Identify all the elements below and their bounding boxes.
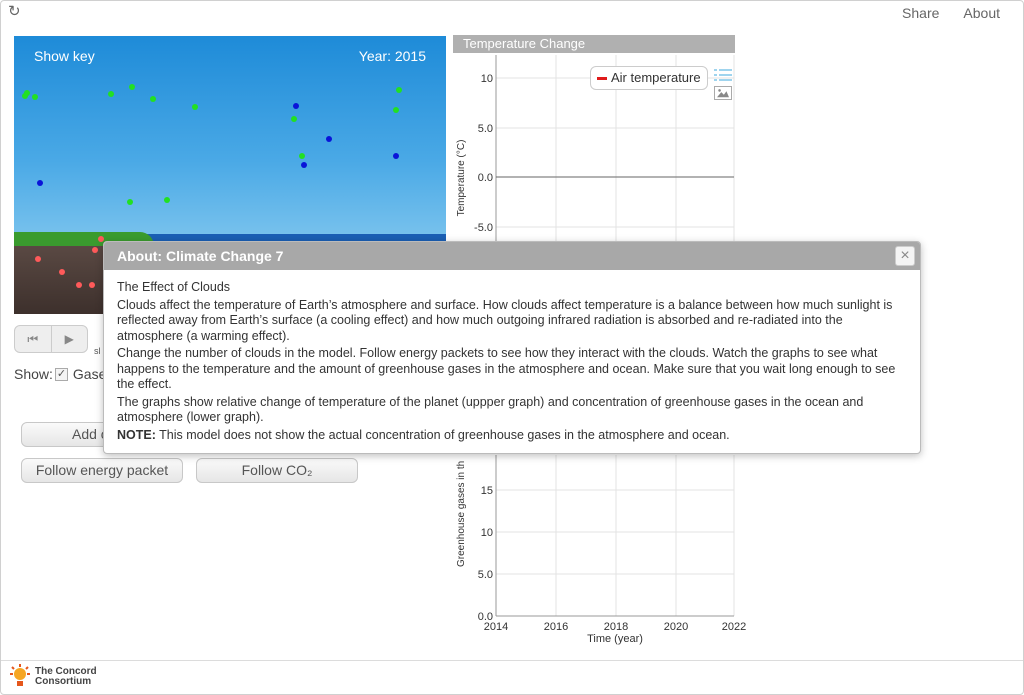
upper-tick-label: 0.0 — [478, 172, 493, 184]
logo-text: The Concord Consortium — [35, 667, 97, 687]
upper-tick-label: -5.0 — [474, 222, 493, 234]
infrared-dot — [98, 236, 104, 242]
gases-label: Gase — [72, 366, 107, 382]
dialog-paragraph: Clouds affect the temperature of Earth’s… — [117, 297, 893, 343]
energy-dot — [299, 153, 305, 159]
energy-dot — [32, 94, 38, 100]
lower-tick-label: 5.0 — [478, 569, 493, 581]
play-icon[interactable]: ▶ — [50, 326, 88, 352]
show-label: Show: — [14, 366, 53, 382]
energy-dot — [393, 107, 399, 113]
note-label: NOTE: — [117, 427, 156, 442]
speed-label: sl — [94, 346, 101, 356]
gases-checkbox[interactable]: ✓ — [54, 367, 68, 381]
upper-tick-label: 10 — [481, 73, 493, 85]
energy-dot — [150, 96, 156, 102]
year-readout: Year: 2015 — [358, 48, 426, 64]
x-tick-label: 2014 — [484, 621, 508, 633]
playback-controls: ⏮ ▶ — [14, 325, 88, 353]
lightbulb-icon — [10, 664, 30, 686]
dialog-paragraph: The graphs show relative change of tempe… — [117, 394, 864, 425]
infrared-dot — [92, 247, 98, 253]
dialog-body: The Effect of Clouds Clouds affect the t… — [104, 270, 920, 443]
x-tick-label: 2018 — [604, 621, 628, 633]
energy-dot — [192, 104, 198, 110]
energy-dot — [164, 197, 170, 203]
share-link[interactable]: Share — [902, 5, 940, 21]
temperature-graph[interactable]: 10 5.0 0.0 -5.0 15 10 5.0 0.0 2014 2016 … — [450, 55, 750, 655]
about-dialog: About: Climate Change 7 × The Effect of … — [103, 241, 921, 454]
lower-tick-label: 0.0 — [478, 611, 493, 623]
energy-dot — [291, 116, 297, 122]
gas-molecule-dot — [301, 162, 307, 168]
concord-logo[interactable]: The Concord Consortium — [8, 664, 97, 690]
follow-energy-packet-button[interactable]: Follow energy packet — [21, 458, 183, 483]
x-tick-label: 2020 — [664, 621, 688, 633]
gas-molecule-dot — [293, 103, 299, 109]
legend-swatch — [597, 76, 607, 80]
infrared-dot — [89, 282, 95, 288]
x-tick-label: 2016 — [544, 621, 568, 633]
energy-dot — [396, 87, 402, 93]
energy-dot — [129, 84, 135, 90]
lower-y-axis-label: Greenhouse gases in th — [456, 461, 467, 567]
image-icon[interactable] — [714, 86, 732, 100]
list-icon[interactable] — [714, 68, 732, 82]
x-tick-label: 2022 — [722, 621, 746, 633]
energy-dot — [127, 199, 133, 205]
upper-tick-label: 5.0 — [478, 123, 493, 135]
note-text: This model does not show the actual conc… — [155, 427, 730, 442]
show-key-toggle[interactable]: Show key — [34, 48, 95, 64]
gas-molecule-dot — [37, 180, 43, 186]
dialog-title: About: Climate Change 7 — [104, 242, 920, 270]
lower-tick-label: 15 — [481, 485, 493, 497]
energy-dot — [24, 90, 30, 96]
top-nav: Share About — [902, 5, 1000, 21]
reload-icon[interactable]: ↻ — [8, 3, 21, 20]
infrared-dot — [76, 282, 82, 288]
follow-co2-button[interactable]: Follow CO₂ — [196, 458, 358, 483]
x-axis-label: Time (year) — [587, 633, 643, 645]
gas-molecule-dot — [393, 153, 399, 159]
energy-dot — [108, 91, 114, 97]
lower-tick-label: 10 — [481, 527, 493, 539]
gas-molecule-dot — [326, 136, 332, 142]
close-icon[interactable]: × — [895, 246, 915, 266]
dialog-paragraph: Change the number of clouds in the model… — [117, 346, 896, 391]
about-link[interactable]: About — [963, 5, 1000, 21]
skip-back-icon[interactable]: ⏮ — [27, 332, 39, 346]
graph-title: Temperature Change — [453, 35, 735, 53]
infrared-dot — [59, 269, 65, 275]
graph-legend: Air temperature — [590, 66, 708, 90]
show-options: Show: ✓ Gase — [14, 366, 106, 382]
upper-y-axis-label: Temperature (°C) — [456, 140, 467, 217]
legend-label: Air temperature — [611, 70, 701, 85]
energy-dot — [22, 93, 28, 99]
logo-line2: Consortium — [35, 676, 92, 687]
infrared-dot — [35, 256, 41, 262]
dialog-note: NOTE: This model does not show the actua… — [117, 428, 907, 444]
logo-line1: The Concord — [35, 666, 97, 677]
dialog-heading: The Effect of Clouds — [117, 280, 231, 294]
footer-divider — [1, 660, 1023, 661]
